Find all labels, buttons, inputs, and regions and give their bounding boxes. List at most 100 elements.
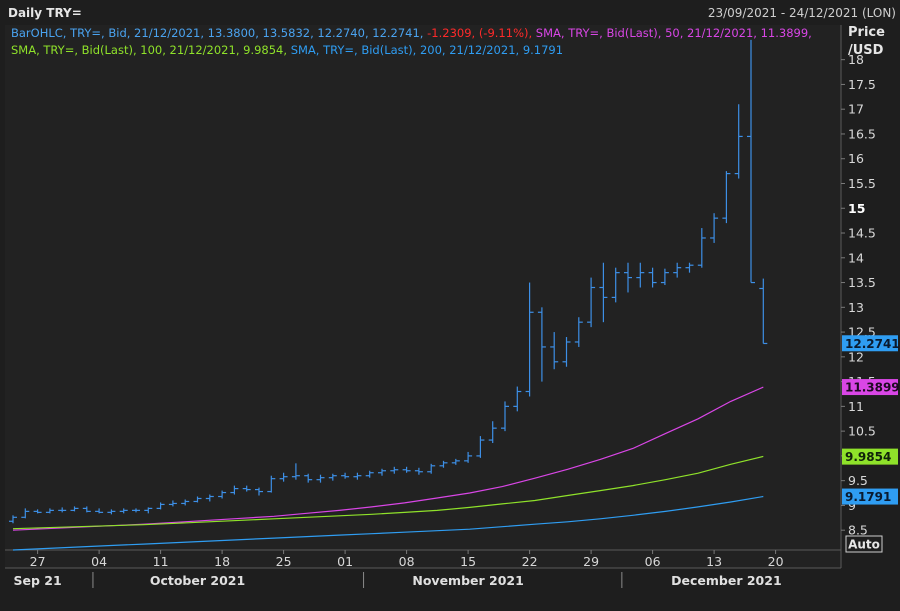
y-tick-label: 16 [848,151,864,166]
ohlc-bar [611,267,620,303]
ohlc-bar [562,337,571,367]
y-tick-label: 16.5 [848,126,876,141]
y-tick-label: 10.5 [848,424,876,439]
ohlc-bar [193,496,202,503]
ohlc-bar [132,508,140,513]
sma-line [12,455,764,530]
ohlc-bar [21,508,30,519]
ohlc-bar [624,262,632,293]
ohlc-bar [501,401,509,432]
ohlc-bar [685,262,694,273]
auto-button-label[interactable]: Auto [848,538,880,552]
month-label: December 2021 [671,573,782,588]
y-tick-label: 13.5 [848,275,876,290]
x-tick-label: 29 [583,554,599,569]
x-tick-label: 11 [153,554,169,569]
x-tick-label: 18 [214,554,230,569]
x-tick-label: 22 [522,554,538,569]
y-tick-label: 8.5 [848,523,868,538]
ohlc-bar [599,262,608,323]
ohlc-bar [255,487,263,496]
x-tick-label: 25 [276,554,292,569]
month-label: October 2021 [150,573,245,588]
ohlc-bar [70,506,79,512]
ohlc-bar [328,473,337,481]
ohlc-bar [218,490,227,499]
ohlc-bar [82,506,91,513]
auto-button-frame[interactable] [845,535,883,553]
legend-segment: BarOHLC, TRY=, Bid, 21/12/2021, 13.3800,… [11,26,427,40]
y-tick-label: 14 [848,250,864,265]
ohlc-bar [513,386,522,412]
y-tick-label: 12 [848,349,864,364]
ohlc-bar [365,470,374,478]
ohlc-bar [107,509,116,515]
ohlc-bar [451,458,460,465]
last-value-tag: 12.2741 [842,335,900,352]
ohlc-bar [205,494,214,502]
ohlc-bar [156,502,165,510]
ohlc-bar [390,466,399,474]
ohlc-bar [230,485,239,495]
last-value-tags: 12.2741 11.3899 9.9854 9.1791 [842,335,900,505]
y-tick-label: 15.5 [848,176,876,191]
legend-segment: SMA, TRY=, Bid(Last), 100, 21/12/2021, 9… [11,43,291,57]
ohlc-bar [9,515,17,524]
legend-line-2: SMA, TRY=, Bid(Last), 100, 21/12/2021, 9… [11,43,563,57]
y-tick-label: 17 [848,102,864,117]
y-tick-label: 9.5 [848,473,868,488]
legend-segment: -1.2309, (-9.11%), [427,26,536,40]
auto-scale-button[interactable]: Auto [845,535,883,553]
x-tick-label: 15 [460,554,476,569]
ohlc-bar [734,104,743,179]
ohlc-bar [279,472,288,482]
y-axis-subtitle: /USD [848,43,884,58]
legend-line-1: BarOHLC, TRY=, Bid, 21/12/2021, 13.3800,… [11,26,812,40]
y-tick-label: 14.5 [848,226,876,241]
ohlc-bar [476,436,485,458]
last-value-tag-label: 12.2741 [845,337,900,351]
ohlc-bar [304,473,313,483]
ohlc-bar [710,213,719,243]
x-tick-label: 13 [706,554,722,569]
ohlc-bar [119,508,128,514]
x-tick-label: 27 [30,554,46,569]
legend-segment: SMA, TRY=, Bid(Last), 200, 21/12/2021, 9… [291,43,563,57]
sma-lines [12,386,764,551]
ohlc-bar [45,508,54,514]
ohlc-bar [660,268,669,286]
ohlc-bar [378,468,386,476]
ohlc-bar [242,485,251,492]
last-value-tag-label: 9.9854 [845,450,891,464]
ohlc-bar [427,463,436,474]
last-value-tag: 9.9854 [842,448,898,465]
date-range: 23/09/2021 - 24/12/2021 (LON) [708,6,896,20]
y-tick-label: 13 [848,300,864,315]
sma-line [12,495,764,551]
ohlc-bar [58,507,67,513]
month-labels: Sep 21 October 2021 November 2021 December … [14,572,782,588]
x-tick-label: 08 [399,554,415,569]
ohlc-bar [697,228,706,268]
legend-segment: SMA, TRY=, Bid(Last), 50, 21/12/2021, 11… [536,26,812,40]
y-tick-label: 17.5 [848,77,876,92]
ohlc-bar [550,332,559,370]
x-tick-label: 06 [645,554,661,569]
ohlc-bar [439,460,448,468]
ohlc-bar [402,466,411,473]
last-value-tag-label: 11.3899 [845,381,900,395]
y-tick-label: 18 [848,52,864,67]
x-tick-label: 20 [768,554,784,569]
ohlc-bar [574,317,583,347]
last-value-tag: 9.1791 [842,488,898,505]
y-tick-label: 9 [848,498,856,513]
ohlc-bar [414,467,423,475]
ohlc-bar [316,474,325,483]
ohlc-bar [33,509,42,514]
ohlc-bar [587,277,596,328]
month-label: November 2021 [412,573,523,588]
ohlc-bar [464,451,473,463]
y-tick-label: 15 [848,201,865,216]
ohlc-bar [95,508,104,514]
last-value-tag: 11.3899 [842,379,900,396]
